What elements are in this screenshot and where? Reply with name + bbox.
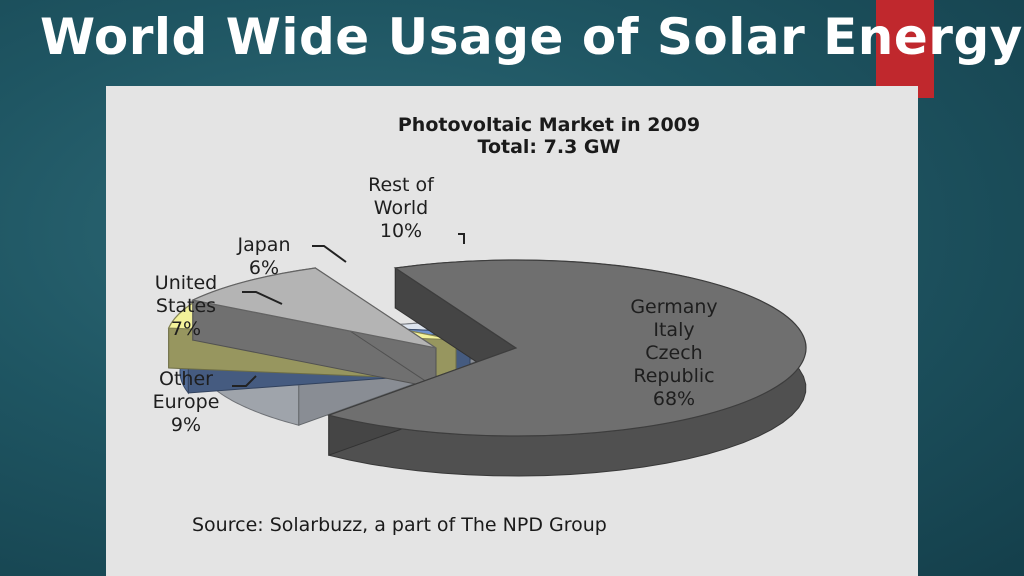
pie-slice-label-line: Japan [237,234,291,256]
pie-slice-label: Rest of World 10% [346,174,456,243]
pie-slice-label-line: Rest of [368,174,434,196]
pie-slice [190,267,437,389]
pie-slice-label-line: World [373,197,429,219]
pie-slice-value-label: 10% [379,220,423,242]
chart-source: Source: Solarbuzz, a part of The NPD Gro… [192,514,607,536]
pie-slice-value-label: 7% [170,318,202,340]
pie-slice-label-line: Germany [630,296,718,318]
pie-slice-label-line: Republic [633,365,715,387]
pie-slice-label-line: Czech [645,342,703,364]
leader-line [312,245,347,263]
chart-subtitle: Total: 7.3 GW [477,136,621,158]
pie-slice-label-line: Italy [653,319,695,341]
pie-slice-value-label: 68% [652,388,696,410]
pie-chart [167,233,807,477]
pie-slice-label-line: States [155,295,217,317]
leader-line [242,291,283,305]
pie-slice-label: Germany Italy Czech Republic 68% [584,296,764,411]
chart-title: Photovoltaic Market in 2009 [397,114,701,136]
accent-bar [876,0,934,98]
leader-line [232,375,257,387]
pie-slice-label-line: United [154,272,218,294]
pie-slice-label-line: Europe [152,391,220,413]
leader-line [458,233,465,244]
pie-slice-value-label: 6% [248,257,280,279]
pie-slice-value-label: 9% [170,414,202,436]
pie-slice-label-line: Other [159,368,213,390]
pie-slice-top [190,267,437,349]
pie-slice-top [326,259,807,437]
pie-slice [326,259,807,477]
pie-slice-label: Japan 6% [224,234,304,280]
pie-slice-label: United States 7% [136,272,236,341]
slide-title: World Wide Usage of Solar Energy [40,8,1023,66]
pie-slice-label: Other Europe 9% [136,368,236,437]
chart-figure: Photovoltaic Market in 2009 Total: 7.3 G… [106,86,918,576]
